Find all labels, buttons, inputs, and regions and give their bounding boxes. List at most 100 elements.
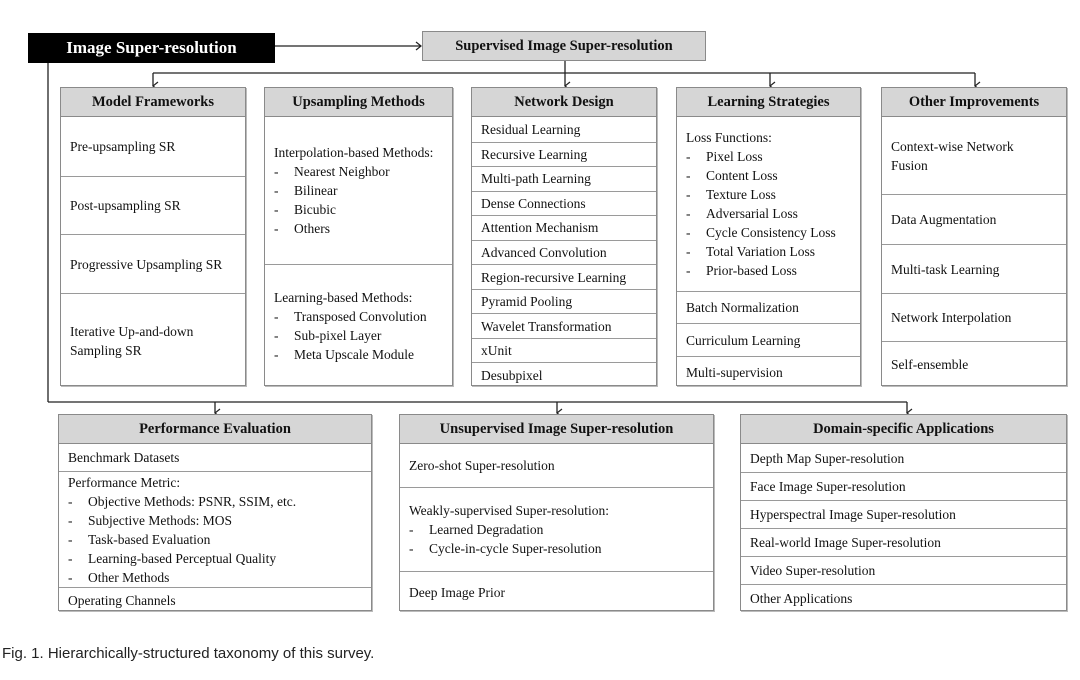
box-performance-evaluation: Performance Evaluation Benchmark Datasets… bbox=[58, 414, 372, 611]
sub-list-item: Objective Methods: PSNR, SSIM, etc. bbox=[68, 492, 371, 511]
box-section: Data Augmentation bbox=[882, 194, 1066, 244]
list-item: Multi-supervision bbox=[686, 364, 783, 380]
box-section: Desubpixel bbox=[472, 362, 656, 387]
box-section: Wavelet Transformation bbox=[472, 313, 656, 338]
list-item: Zero-shot Super-resolution bbox=[409, 458, 555, 473]
box-header: Model Frameworks bbox=[61, 88, 245, 117]
box-section: Post-upsampling SR bbox=[61, 176, 245, 234]
box-model-frameworks: Model Frameworks Pre-upsampling SR Post-up… bbox=[60, 87, 246, 386]
list-item: Other Applications bbox=[750, 591, 853, 606]
box-header: Domain-specific Applications bbox=[741, 415, 1066, 444]
box-section: Learning-based Methods: Transposed Convol… bbox=[265, 264, 452, 387]
supervised-node: Supervised Image Super-resolution bbox=[422, 31, 706, 61]
box-section: Performance Metric: Objective Methods: PS… bbox=[59, 471, 371, 587]
box-network-design: Network Design Residual Learning Recursive… bbox=[471, 87, 657, 386]
box-section: Pyramid Pooling bbox=[472, 288, 656, 314]
list-item: Benchmark Datasets bbox=[68, 450, 180, 465]
box-section: Multi-task Learning bbox=[882, 244, 1066, 293]
box-header: Learning Strategies bbox=[677, 88, 860, 117]
list-item: Learning-based Methods: bbox=[274, 290, 413, 305]
root-node: Image Super-resolution bbox=[28, 33, 275, 63]
list-item: Attention Mechanism bbox=[481, 220, 599, 236]
box-upsampling-methods: Upsampling Methods Interpolation-based Me… bbox=[264, 87, 453, 386]
list-item: Recursive Learning bbox=[481, 146, 588, 162]
box-section: Other Applications bbox=[741, 584, 1066, 612]
box-section: Deep Image Prior bbox=[400, 571, 713, 612]
list-item: Face Image Super-resolution bbox=[750, 479, 906, 494]
sub-list-item: Content Loss bbox=[686, 166, 860, 185]
list-item: Weakly-supervised Super-resolution: bbox=[409, 503, 609, 518]
box-section: Depth Map Super-resolution bbox=[741, 444, 1066, 472]
box-section: Hyperspectral Image Super-resolution bbox=[741, 500, 1066, 528]
list-item: Residual Learning bbox=[481, 121, 581, 137]
box-section: Zero-shot Super-resolution bbox=[400, 444, 713, 487]
box-section: Curriculum Learning bbox=[677, 323, 860, 356]
box-section: Context-wise Network Fusion bbox=[882, 117, 1066, 194]
sub-list-item: Adversarial Loss bbox=[686, 204, 860, 223]
list-item: Region-recursive Learning bbox=[481, 269, 627, 285]
list-item: Hyperspectral Image Super-resolution bbox=[750, 507, 956, 522]
sub-list-item: Other Methods bbox=[68, 568, 371, 587]
box-section: Pre-upsampling SR bbox=[61, 117, 245, 176]
box-section: Network Interpolation bbox=[882, 293, 1066, 341]
list-item: xUnit bbox=[481, 343, 512, 359]
box-section: Video Super-resolution bbox=[741, 556, 1066, 584]
box-section: Loss Functions: Pixel LossContent LossTex… bbox=[677, 117, 860, 291]
box-section: Self-ensemble bbox=[882, 341, 1066, 387]
box-section: Dense Connections bbox=[472, 190, 656, 216]
box-learning-strategies: Learning Strategies Loss Functions: Pixel … bbox=[676, 87, 861, 386]
box-section: Operating Channels bbox=[59, 587, 371, 612]
box-section: Progressive Upsampling SR bbox=[61, 234, 245, 293]
sub-list-item: Task-based Evaluation bbox=[68, 530, 371, 549]
box-section: Iterative Up-and-down Sampling SR bbox=[61, 293, 245, 387]
box-section: Region-recursive Learning bbox=[472, 264, 656, 289]
figure-caption: Fig. 1. Hierarchically-structured taxono… bbox=[2, 645, 375, 662]
box-section: xUnit bbox=[472, 337, 656, 363]
sub-list-item: Transposed Convolution bbox=[274, 307, 452, 326]
box-section: Recursive Learning bbox=[472, 141, 656, 167]
list-item: Video Super-resolution bbox=[750, 563, 876, 578]
sub-list-item: Prior-based Loss bbox=[686, 261, 860, 280]
list-item: Self-ensemble bbox=[891, 357, 969, 372]
list-item: Desubpixel bbox=[481, 367, 543, 383]
sub-list-item: Learned Degradation bbox=[409, 520, 713, 539]
list-item: Advanced Convolution bbox=[481, 244, 607, 260]
sub-list-item: Meta Upscale Module bbox=[274, 345, 452, 364]
box-section: Real-world Image Super-resolution bbox=[741, 528, 1066, 556]
box-section: Interpolation-based Methods: Nearest Neig… bbox=[265, 117, 452, 264]
list-item: Context-wise Network bbox=[891, 138, 1014, 154]
list-item: Progressive Upsampling SR bbox=[70, 256, 223, 272]
box-section: Benchmark Datasets bbox=[59, 444, 371, 471]
list-item: Deep Image Prior bbox=[409, 584, 505, 600]
list-item: Performance Metric: bbox=[68, 474, 181, 490]
box-header: Upsampling Methods bbox=[265, 88, 452, 117]
box-section: Multi-path Learning bbox=[472, 166, 656, 191]
list-item: Network Interpolation bbox=[891, 310, 1012, 325]
sub-list-item: Bicubic bbox=[274, 200, 452, 219]
list-item: Batch Normalization bbox=[686, 300, 799, 315]
sub-list-item: Total Variation Loss bbox=[686, 242, 860, 261]
box-section: Attention Mechanism bbox=[472, 215, 656, 240]
list-item: Data Augmentation bbox=[891, 212, 997, 227]
list-item: Sampling SR bbox=[70, 342, 142, 358]
list-item: Interpolation-based Methods: bbox=[274, 145, 434, 160]
sub-list-item: Texture Loss bbox=[686, 185, 860, 204]
sub-list-item: Sub-pixel Layer bbox=[274, 326, 452, 345]
list-item: Multi-task Learning bbox=[891, 261, 1000, 277]
sub-list-item: Bilinear bbox=[274, 181, 452, 200]
box-other-improvements: Other Improvements Context-wise Network Fu… bbox=[881, 87, 1067, 386]
box-section: Weakly-supervised Super-resolution: Learn… bbox=[400, 487, 713, 571]
box-section: Multi-supervision bbox=[677, 356, 860, 387]
list-item: Multi-path Learning bbox=[481, 171, 591, 187]
box-section: Batch Normalization bbox=[677, 291, 860, 323]
sub-list-item: Others bbox=[274, 219, 452, 238]
list-item: Curriculum Learning bbox=[686, 332, 801, 348]
box-header: Performance Evaluation bbox=[59, 415, 371, 444]
list-item: Depth Map Super-resolution bbox=[750, 450, 905, 466]
sub-list-item: Learning-based Perceptual Quality bbox=[68, 549, 371, 568]
box-header: Other Improvements bbox=[882, 88, 1066, 117]
box-section: Advanced Convolution bbox=[472, 239, 656, 265]
list-item: Operating Channels bbox=[68, 592, 176, 608]
